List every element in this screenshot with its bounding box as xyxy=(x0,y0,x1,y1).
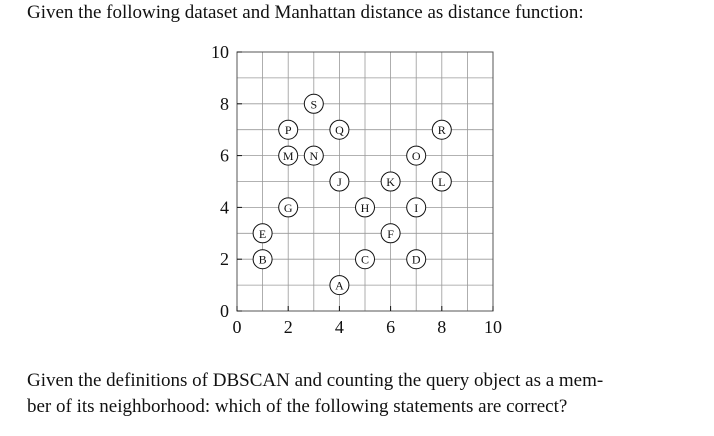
point xyxy=(406,145,427,166)
point xyxy=(278,145,299,166)
question-line: ber of its neighborhood: which of the fo… xyxy=(27,396,568,417)
x-tick-label: 0 xyxy=(233,317,242,337)
point xyxy=(278,197,299,218)
point-label: P xyxy=(285,123,292,137)
point-label: L xyxy=(438,175,445,189)
point xyxy=(380,171,401,192)
y-tick-label: 0 xyxy=(220,301,229,321)
y-tick-label: 2 xyxy=(220,249,229,269)
point xyxy=(380,223,401,244)
point xyxy=(329,171,350,192)
point xyxy=(355,249,375,270)
x-tick-label: 10 xyxy=(484,317,502,337)
point-label: O xyxy=(412,149,421,163)
x-tick-label: 6 xyxy=(386,317,395,337)
intro-text: Given the following dataset and Manhatta… xyxy=(27,2,584,23)
x-tick-label: 4 xyxy=(335,317,344,337)
point xyxy=(329,275,350,296)
point-label: R xyxy=(438,123,446,137)
point-label: K xyxy=(386,175,395,189)
plot-frame xyxy=(236,51,494,312)
point-label: M xyxy=(283,149,294,163)
point-label: B xyxy=(259,253,267,267)
point xyxy=(355,197,375,218)
question-line: Given the definitions of DBSCAN and coun… xyxy=(27,370,604,391)
point xyxy=(431,171,452,192)
point xyxy=(278,119,299,140)
point-label: D xyxy=(412,253,421,267)
point-label: I xyxy=(414,201,418,215)
point xyxy=(303,145,324,166)
x-tick-label: 2 xyxy=(284,317,293,337)
y-tick-label: 4 xyxy=(220,197,229,217)
point xyxy=(406,249,427,270)
point xyxy=(252,249,273,270)
point-label: E xyxy=(259,227,266,241)
point-label: J xyxy=(337,175,342,189)
point xyxy=(329,119,350,140)
y-tick-label: 10 xyxy=(211,42,229,62)
point-label: G xyxy=(284,201,293,215)
point xyxy=(431,119,452,140)
y-tick-label: 6 xyxy=(220,146,229,166)
point-label: N xyxy=(309,149,318,163)
point-label: H xyxy=(361,201,370,215)
point-label: F xyxy=(387,227,394,241)
point xyxy=(252,223,273,244)
x-tick-label: 8 xyxy=(437,317,446,337)
point-label: S xyxy=(310,97,317,111)
y-tick-label: 8 xyxy=(220,94,229,114)
point-label: A xyxy=(335,279,344,293)
point xyxy=(406,197,427,218)
point-label: C xyxy=(361,253,369,267)
point-label: Q xyxy=(335,123,344,137)
point xyxy=(303,93,324,114)
